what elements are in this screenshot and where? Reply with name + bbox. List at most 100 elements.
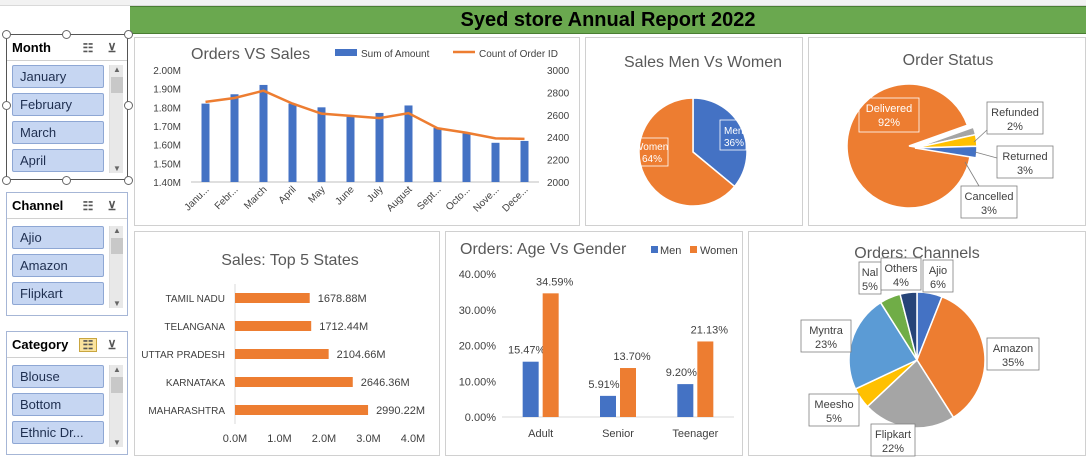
scroll-down-icon[interactable]: ▼ xyxy=(113,299,121,308)
chart-title: Orders: Age Vs Gender xyxy=(460,241,627,258)
refunded-label: Refunded xyxy=(991,107,1039,119)
chart-top5-states[interactable]: Sales: Top 5 States TAMIL NADU 1678.88M TEL… xyxy=(134,231,440,456)
refunded-callout xyxy=(986,101,1044,135)
y-tick-label: 10.00% xyxy=(459,376,497,388)
slicer-item-flipkart[interactable]: Flipkart xyxy=(12,282,104,305)
slicer-item-ethnic-dress[interactable]: Ethnic Dr... xyxy=(12,421,104,444)
scroll-up-icon[interactable]: ▲ xyxy=(113,226,121,235)
y-left-tick-label: 1.60M xyxy=(153,141,181,152)
clear-filter-icon[interactable]: ⊻ xyxy=(107,337,117,352)
scroll-down-icon[interactable]: ▼ xyxy=(113,164,121,173)
slicer-channel-title: Channel xyxy=(12,198,64,213)
selection-handle[interactable] xyxy=(2,101,11,110)
bar xyxy=(677,384,694,417)
ajio-label: Ajio xyxy=(929,265,947,277)
legend-swatch xyxy=(690,246,697,253)
x-tick-label: 3.0M xyxy=(356,433,380,445)
chart-sales-men-women[interactable]: Sales Men Vs Women Men 36% Women 64% xyxy=(585,37,803,226)
legend-swatch xyxy=(335,49,357,56)
clear-filter-icon[interactable]: ⊻ xyxy=(107,198,117,213)
bar xyxy=(522,361,539,417)
meesho-label: Meesho xyxy=(814,399,853,411)
slicer-category[interactable]: Category ☷ ⊻ Blouse Bottom Ethnic Dr... … xyxy=(6,331,128,455)
slicer-item-april[interactable]: April xyxy=(12,149,104,172)
bar xyxy=(404,105,413,182)
chart-order-status[interactable]: Order Status Delivered 92% Refunded 2% Return… xyxy=(808,37,1086,226)
scroll-up-icon[interactable]: ▲ xyxy=(113,65,121,74)
bar-value-label: 15.47% xyxy=(508,345,546,357)
clear-filter-icon[interactable]: ⊻ xyxy=(107,40,117,55)
slicer-channel[interactable]: Channel ☷ ⊻ Ajio Amazon Flipkart ▲ ▼ xyxy=(6,192,128,316)
slicer-item-bottom[interactable]: Bottom xyxy=(12,393,104,416)
y-tick-label: MAHARASHTRA xyxy=(148,406,225,417)
chart-orders-vs-sales[interactable]: Orders VS Sales Sum of Amount Count of Ord… xyxy=(134,37,580,226)
women-label: Women xyxy=(634,142,668,153)
slicer-item-amazon[interactable]: Amazon xyxy=(12,254,104,277)
slicer-item-march[interactable]: March xyxy=(12,121,104,144)
bar xyxy=(317,107,326,182)
x-tick-label: June xyxy=(334,184,357,207)
chart-title: Orders VS Sales xyxy=(191,46,310,63)
cancelled-callout xyxy=(960,185,1018,219)
x-tick-label: Adult xyxy=(528,428,553,440)
slicer-channel-scrollbar[interactable]: ▲ ▼ xyxy=(109,226,123,308)
x-tick-label: August xyxy=(385,184,415,214)
slicer-category-scrollbar[interactable]: ▲ ▼ xyxy=(109,365,123,447)
selection-handle[interactable] xyxy=(62,30,71,39)
slicer-item-january[interactable]: January xyxy=(12,65,104,88)
y-right-tick-label: 2200 xyxy=(547,156,570,167)
x-tick-label: Janu... xyxy=(183,184,212,213)
multi-select-icon[interactable]: ☷ xyxy=(79,337,97,352)
scroll-down-icon[interactable]: ▼ xyxy=(113,438,121,447)
delivered-pct: 92% xyxy=(878,117,900,129)
bar-value-label: 1678.88M xyxy=(318,293,367,305)
amazon-pct: 35% xyxy=(1002,357,1024,369)
multi-select-icon[interactable]: ☷ xyxy=(82,40,94,55)
scroll-thumb[interactable] xyxy=(111,77,123,93)
slicer-month[interactable]: Month ☷ ⊻ January February March April ▲… xyxy=(6,34,128,180)
selection-handle[interactable] xyxy=(62,176,71,185)
status-slice xyxy=(914,145,978,159)
refunded-pct: 2% xyxy=(1007,121,1023,133)
cancelled-label: Cancelled xyxy=(965,191,1014,203)
slicer-item-blouse[interactable]: Blouse xyxy=(12,365,104,388)
men-callout xyxy=(719,119,747,151)
selection-handle[interactable] xyxy=(2,176,11,185)
slicer-month-scrollbar[interactable]: ▲ ▼ xyxy=(109,65,123,173)
y-left-tick-label: 2.00M xyxy=(153,66,181,77)
scroll-thumb[interactable] xyxy=(111,238,123,254)
selection-handle[interactable] xyxy=(124,176,133,185)
others-callout xyxy=(880,257,922,291)
bar xyxy=(230,94,239,182)
flipkart-callout xyxy=(870,423,916,457)
legend-label: Women xyxy=(700,245,738,257)
selection-handle[interactable] xyxy=(124,101,133,110)
multi-select-icon[interactable]: ☷ xyxy=(82,198,94,213)
bar-value-label: 1712.44M xyxy=(319,321,368,333)
y-left-tick-label: 1.90M xyxy=(153,85,181,96)
selection-handle[interactable] xyxy=(124,30,133,39)
chart-channels[interactable]: Orders: Channels Ajio 6% Amazon 35% Flipkart 2… xyxy=(748,231,1086,457)
y-left-tick-label: 1.70M xyxy=(153,122,181,133)
others-pct: 4% xyxy=(893,277,909,289)
y-tick-label: 30.00% xyxy=(459,305,497,317)
x-tick-label: Octo... xyxy=(444,184,473,213)
status-slice xyxy=(846,83,972,209)
x-tick-label: May xyxy=(306,184,327,205)
slicer-item-february[interactable]: February xyxy=(12,93,104,116)
selection-handle[interactable] xyxy=(2,30,11,39)
scroll-thumb[interactable] xyxy=(111,377,123,393)
bar-value-label: 2104.66M xyxy=(337,349,386,361)
others-label: Others xyxy=(884,263,918,275)
chart-age-vs-gender[interactable]: Orders: Age Vs Gender Men Women 40.00% 30.00… xyxy=(445,231,743,456)
returned-label: Returned xyxy=(1002,151,1047,163)
bar xyxy=(542,293,559,417)
returned-callout xyxy=(996,145,1054,179)
bar-value-label: 34.59% xyxy=(536,276,574,288)
mw-slice xyxy=(638,97,736,207)
scroll-up-icon[interactable]: ▲ xyxy=(113,365,121,374)
slicer-item-ajio[interactable]: Ajio xyxy=(12,226,104,249)
flipkart-pct: 22% xyxy=(882,443,904,455)
bar-value-label: 13.70% xyxy=(613,351,651,363)
